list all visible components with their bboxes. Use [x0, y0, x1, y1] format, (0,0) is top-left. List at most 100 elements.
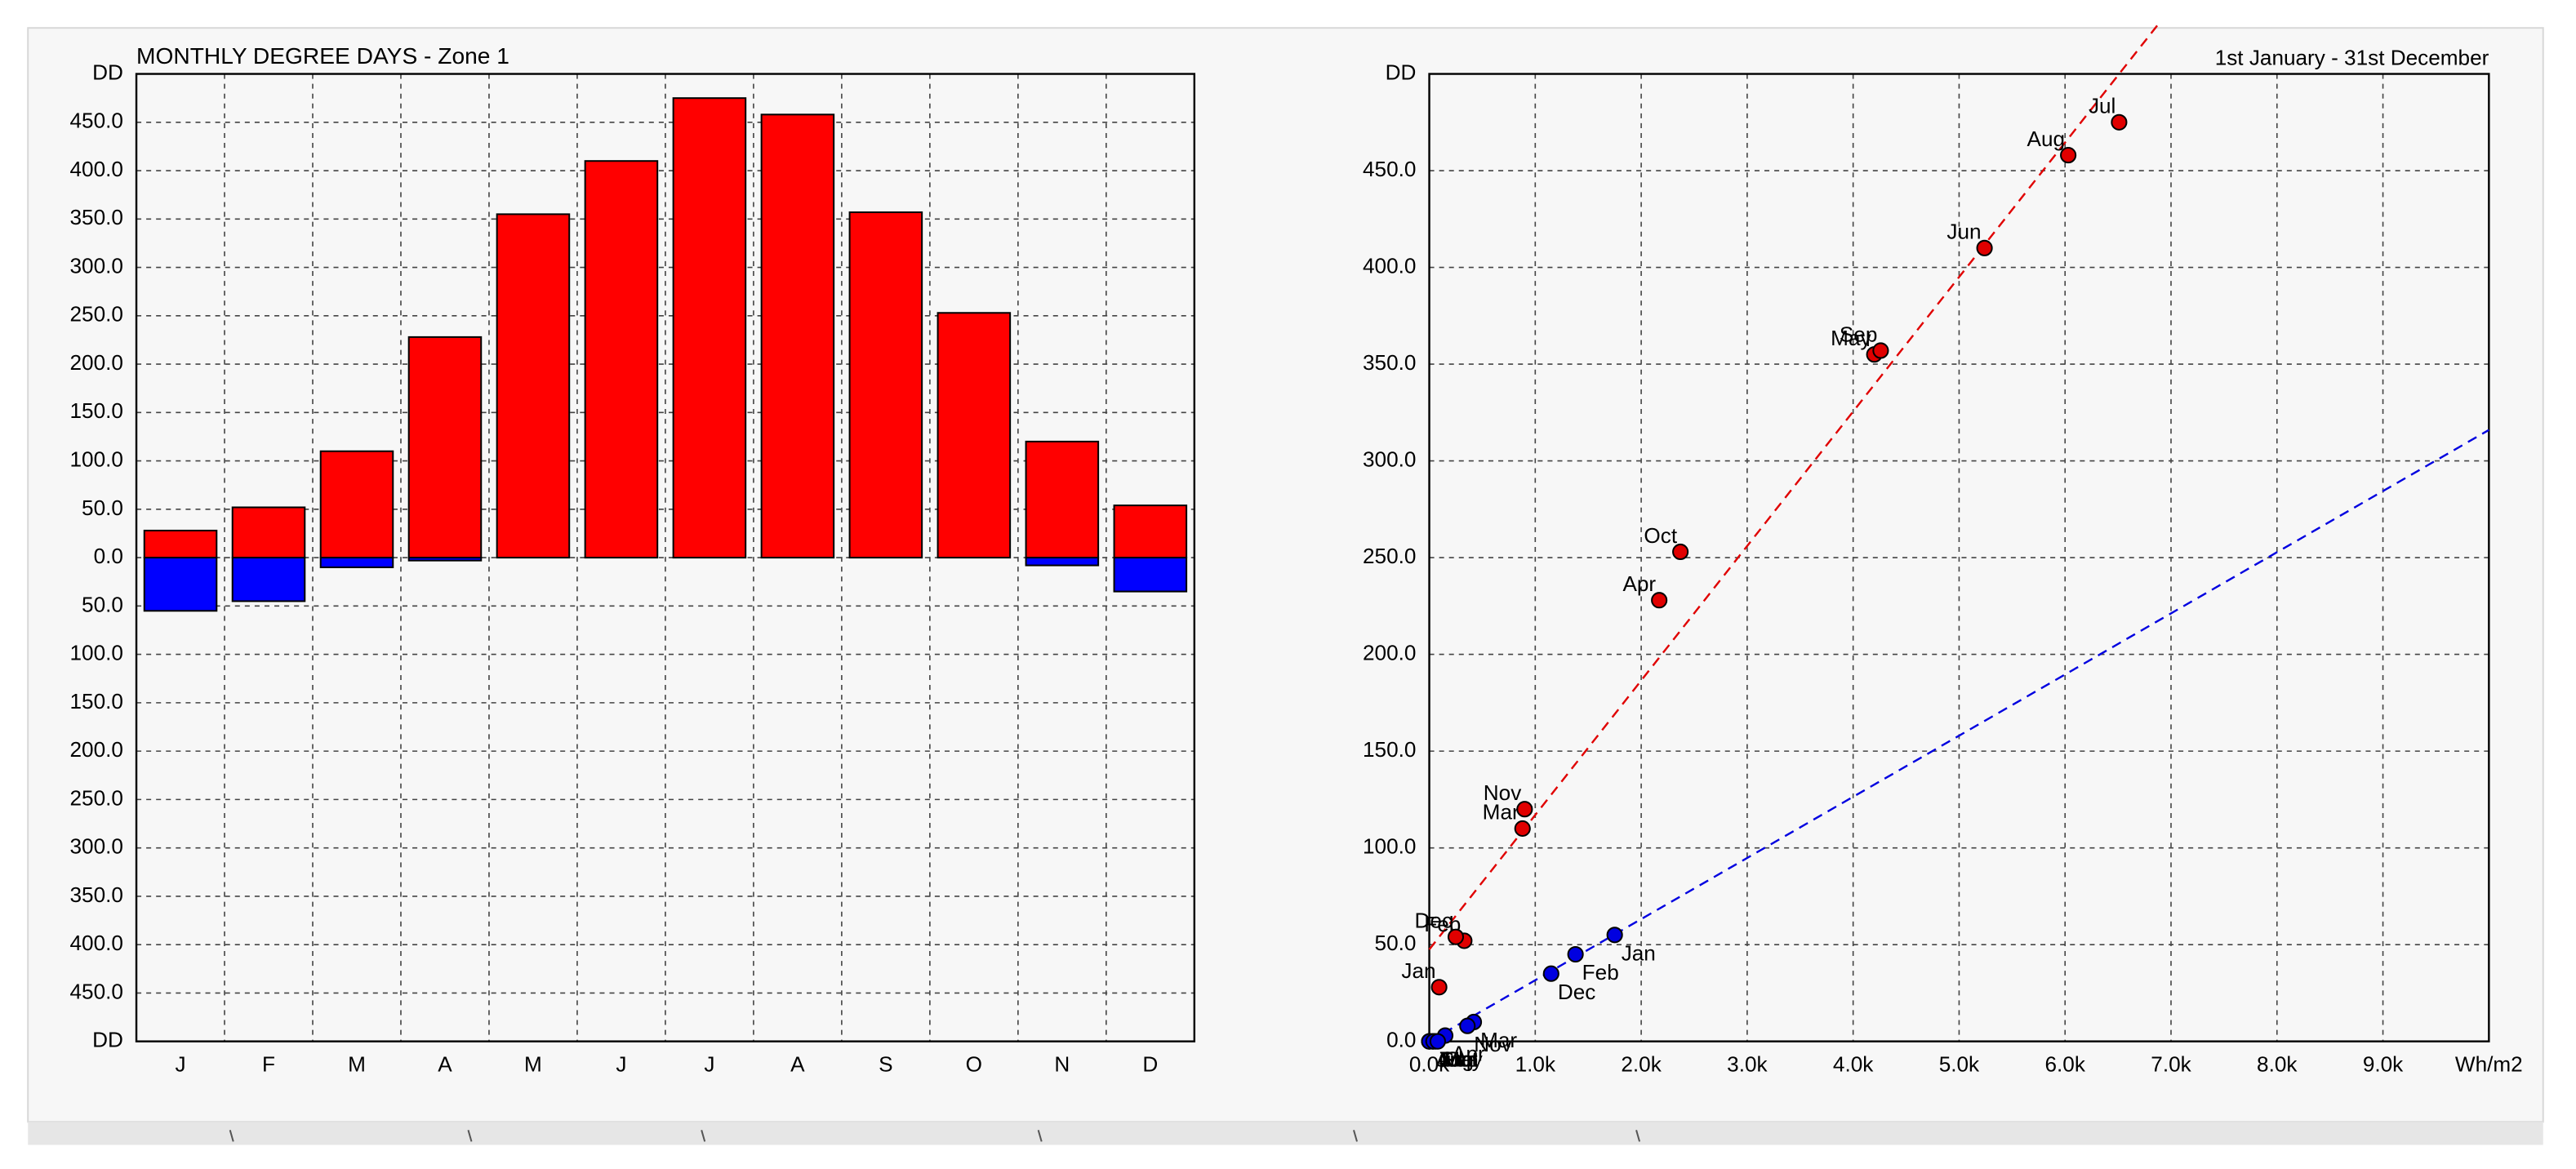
point: [1447, 928, 1465, 945]
bar: [1113, 557, 1188, 593]
x-tick-label: A: [790, 1052, 805, 1077]
x-tick-label: Wh/m2: [2455, 1052, 2523, 1077]
bar: [1113, 504, 1188, 559]
bar: [407, 557, 483, 562]
y-tick-label: 150.0: [70, 689, 123, 713]
bar: [407, 336, 483, 559]
point-label: Nov: [1484, 780, 1521, 805]
y-tick-label: 200.0: [1363, 641, 1416, 665]
x-tick-label: 6.0k: [2045, 1052, 2086, 1077]
point-label: Apr: [1622, 571, 1656, 596]
x-tick-label: 8.0k: [2257, 1052, 2298, 1077]
y-tick-label: 200.0: [70, 737, 123, 762]
point-label: Oct: [1444, 1047, 1478, 1072]
bar: [319, 450, 394, 559]
point-label: Jun: [1946, 220, 1981, 244]
y-tick-label: 350.0: [1363, 350, 1416, 375]
point: [1976, 239, 1993, 256]
point-label: May: [1831, 326, 1871, 350]
point: [1459, 1017, 1476, 1034]
point-label: Aug: [2027, 127, 2066, 151]
point: [1872, 342, 1889, 359]
point: [1606, 927, 1623, 944]
point: [1430, 979, 1448, 996]
x-tick-label: O: [966, 1052, 982, 1077]
x-tick-label: 4.0k: [1833, 1052, 1874, 1077]
y-tick-label: 200.0: [70, 350, 123, 375]
point-label: Mar: [1483, 800, 1519, 825]
x-tick-label: 1.0k: [1515, 1052, 1556, 1077]
x-tick-label: M: [524, 1052, 542, 1077]
x-tick-label: F: [262, 1052, 275, 1077]
y-tick-label: 300.0: [1363, 447, 1416, 471]
y-tick-label: 50.0: [1375, 931, 1417, 955]
x-tick-label: 3.0k: [1727, 1052, 1768, 1077]
point: [1429, 1033, 1446, 1050]
plot-frame: [135, 73, 1196, 1042]
bar: [1025, 557, 1100, 567]
y-tick-label: 350.0: [70, 882, 123, 907]
y-tick-label: 100.0: [1363, 834, 1416, 859]
y-tick-label: DD: [92, 1028, 123, 1052]
y-tick-label: DD: [92, 60, 123, 84]
bar: [937, 312, 1012, 559]
point-label: Jul: [1436, 1047, 1463, 1072]
x-tick-label: 2.0k: [1621, 1052, 1662, 1077]
point: [1567, 945, 1584, 963]
tab-separator[interactable]: [1037, 1130, 1043, 1142]
x-tick-label: D: [1142, 1052, 1158, 1077]
tab-separator[interactable]: [701, 1130, 706, 1142]
bar: [672, 97, 747, 559]
y-tick-label: 150.0: [1363, 737, 1416, 762]
y-tick-label: 350.0: [70, 205, 123, 229]
point: [1542, 965, 1559, 982]
y-tick-label: 450.0: [1363, 157, 1416, 181]
x-tick-label: A: [438, 1052, 452, 1077]
y-tick-label: 400.0: [1363, 253, 1416, 278]
y-tick-label: 50.0: [82, 592, 123, 616]
point-label: Sep: [1840, 322, 1878, 346]
chart-title: 1st January - 31st December: [2215, 45, 2489, 69]
bar: [231, 506, 306, 559]
tab-separator[interactable]: [1635, 1130, 1641, 1142]
y-tick-label: 0.0: [94, 544, 123, 568]
y-tick-label: 300.0: [70, 253, 123, 278]
point-label: Mar: [1480, 1028, 1517, 1052]
point-label: Dec: [1414, 908, 1452, 932]
point: [2060, 147, 2077, 164]
tab-separator[interactable]: [467, 1130, 473, 1142]
bar: [319, 557, 394, 568]
x-tick-label: S: [879, 1052, 892, 1077]
x-tick-label: J: [616, 1052, 626, 1077]
point-label: Jan: [1622, 940, 1656, 965]
x-tick-label: 0.0k: [1409, 1052, 1450, 1077]
tab-separators: [229, 1130, 1641, 1142]
chart-title: MONTHLY DEGREE DAYS - Zone 1: [136, 43, 509, 69]
y-tick-label: 250.0: [70, 785, 123, 810]
x-tick-label: J: [175, 1052, 185, 1077]
point-label: Oct: [1644, 523, 1677, 548]
point-label: Nov: [1474, 1032, 1511, 1056]
point: [2111, 113, 2128, 131]
point-label: Dec: [1558, 980, 1595, 1004]
y-tick-label: 400.0: [70, 157, 123, 181]
y-tick-label: 300.0: [70, 834, 123, 859]
y-tick-label: 450.0: [70, 979, 123, 1003]
tab-separator[interactable]: [1353, 1130, 1358, 1142]
x-tick-label: 9.0k: [2363, 1052, 2404, 1077]
bar: [143, 557, 218, 612]
bar: [496, 213, 571, 559]
point-label: Jul: [2089, 94, 2116, 118]
bar: [848, 211, 923, 559]
point: [1516, 801, 1533, 818]
x-tick-label: 7.0k: [2151, 1052, 2191, 1077]
y-tick-label: 150.0: [70, 398, 123, 423]
y-tick-label: 250.0: [70, 302, 123, 327]
trend-line: [1428, 429, 2489, 1042]
point: [1672, 543, 1689, 561]
bar: [760, 113, 835, 559]
point-label: Apr: [1452, 1042, 1485, 1066]
tab-separator[interactable]: [229, 1130, 234, 1142]
x-tick-label: J: [704, 1052, 714, 1077]
